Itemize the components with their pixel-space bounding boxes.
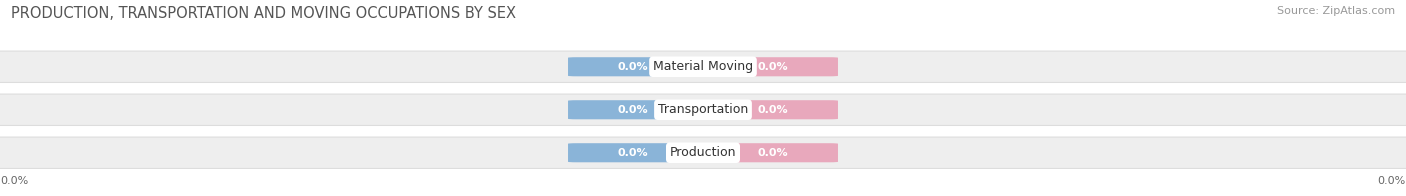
FancyBboxPatch shape — [568, 100, 711, 119]
Text: 0.0%: 0.0% — [758, 105, 789, 115]
FancyBboxPatch shape — [0, 51, 1406, 83]
Text: 0.0%: 0.0% — [758, 62, 789, 72]
Text: Production: Production — [669, 146, 737, 159]
FancyBboxPatch shape — [695, 143, 838, 162]
Text: Source: ZipAtlas.com: Source: ZipAtlas.com — [1277, 6, 1395, 16]
FancyBboxPatch shape — [0, 137, 1406, 168]
FancyBboxPatch shape — [695, 57, 838, 76]
Text: PRODUCTION, TRANSPORTATION AND MOVING OCCUPATIONS BY SEX: PRODUCTION, TRANSPORTATION AND MOVING OC… — [11, 6, 516, 21]
Text: 0.0%: 0.0% — [0, 176, 28, 186]
Text: Material Moving: Material Moving — [652, 60, 754, 73]
FancyBboxPatch shape — [568, 57, 711, 76]
FancyBboxPatch shape — [0, 94, 1406, 125]
Text: Transportation: Transportation — [658, 103, 748, 116]
Text: 0.0%: 0.0% — [617, 62, 648, 72]
Text: 0.0%: 0.0% — [1378, 176, 1406, 186]
Text: 0.0%: 0.0% — [617, 105, 648, 115]
Text: 0.0%: 0.0% — [758, 148, 789, 158]
Text: 0.0%: 0.0% — [617, 148, 648, 158]
FancyBboxPatch shape — [568, 143, 711, 162]
FancyBboxPatch shape — [695, 100, 838, 119]
